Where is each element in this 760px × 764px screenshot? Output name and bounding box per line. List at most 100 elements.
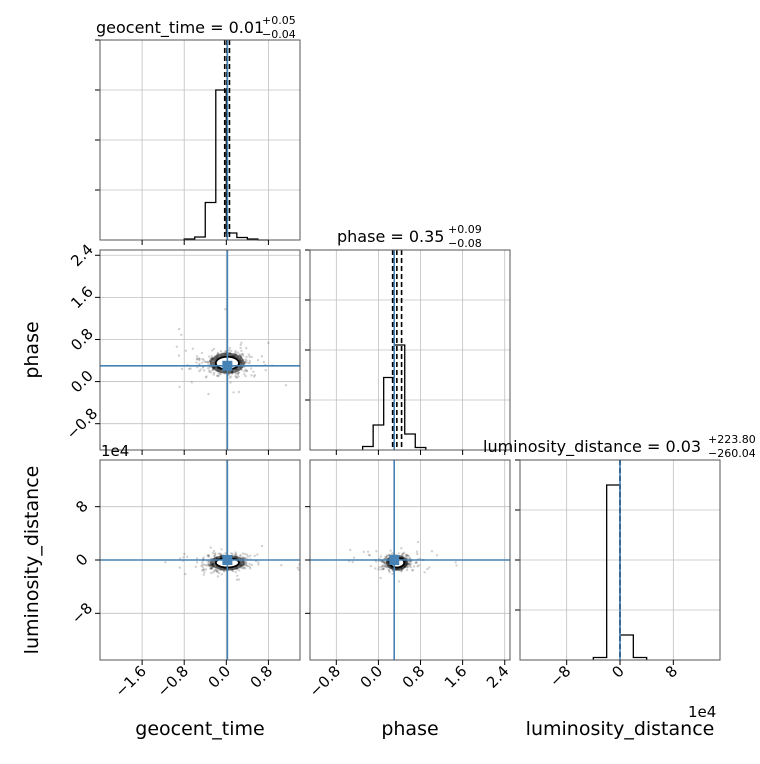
sample-point [405, 553, 409, 557]
sample-point [408, 564, 411, 568]
sample-point [208, 355, 211, 358]
sample-point [211, 552, 215, 555]
sample-point [369, 564, 372, 568]
sample-point [210, 567, 213, 570]
xlabel-geocent-time: geocent_time [135, 718, 264, 740]
sample-point [380, 565, 383, 569]
sample-point [388, 569, 391, 572]
sample-point [190, 381, 193, 384]
sample-point [245, 369, 248, 372]
sample-point [182, 556, 185, 559]
sample-point [164, 561, 167, 564]
sample-point [234, 351, 237, 354]
xtick-label-phase-0: −0.8 [306, 662, 344, 700]
sample-point [217, 552, 220, 555]
sample-point [211, 369, 214, 372]
panels-layer: −0.80.00.81.62.4−1.6 −0.8 0.0 0.8−808−0.8 0.… [63, 39, 721, 701]
sample-point [423, 571, 426, 574]
sample-point [227, 349, 231, 352]
sample-point [377, 568, 380, 571]
sample-point [383, 565, 387, 568]
sample-point [296, 566, 299, 569]
sample-point [244, 561, 247, 564]
sample-point [234, 551, 237, 554]
sample-point [236, 373, 239, 376]
sample-point [381, 564, 384, 567]
sample-point [404, 553, 407, 556]
sample-point [229, 375, 233, 378]
sample-point [384, 556, 387, 559]
sample-point [214, 568, 217, 571]
sample-point [177, 327, 181, 331]
sample-point [201, 357, 204, 361]
sample-point [406, 566, 409, 569]
sample-point [223, 570, 226, 573]
sample-point [244, 374, 247, 378]
sample-point [198, 362, 201, 366]
frame-geocent_time-geocent_time [99, 39, 301, 241]
sample-point [416, 540, 420, 544]
sample-point [242, 557, 245, 560]
sample-point [252, 375, 256, 378]
sample-point [280, 564, 283, 567]
xtick-label-luminosity_distance-0: −8 [546, 662, 574, 690]
sample-point [206, 564, 209, 567]
sample-point [195, 557, 199, 560]
sample-point [245, 355, 248, 359]
sample-point [180, 367, 184, 371]
sample-point [253, 374, 257, 377]
sample-point [206, 367, 210, 370]
sample-point [236, 574, 239, 577]
sample-point [208, 366, 212, 369]
sample-point [240, 341, 243, 344]
sample-point [212, 347, 216, 351]
sample-point [184, 572, 187, 576]
sample-point [240, 353, 244, 356]
sample-point [189, 367, 192, 370]
sample-point [201, 366, 205, 369]
sample-point [428, 566, 431, 569]
panel-geocent_time-phase: −0.80.00.81.62.4 [63, 240, 301, 455]
sample-point [257, 563, 260, 566]
sample-point [246, 555, 250, 558]
sample-point [417, 564, 421, 567]
sample-point [367, 553, 370, 557]
sample-point [406, 566, 409, 569]
sample-point [210, 567, 213, 570]
sample-point [208, 369, 211, 372]
sample-point [205, 375, 208, 378]
sample-point [351, 560, 354, 564]
sample-point [207, 361, 210, 364]
sample-point [238, 555, 242, 558]
sample-point [204, 568, 207, 571]
sample-point [213, 569, 216, 572]
sample-point [410, 562, 413, 566]
sample-point [408, 560, 412, 563]
sample-point [237, 371, 241, 374]
sample-point [200, 351, 204, 355]
sample-point [234, 552, 238, 556]
sample-point [244, 567, 247, 570]
sample-point [240, 368, 244, 372]
truth-marker-phase-luminosity_distance [389, 555, 400, 565]
sample-point [382, 565, 386, 568]
sample-point [249, 567, 252, 570]
sample-point [237, 371, 240, 374]
sample-point [455, 564, 458, 567]
title-ld-sup: +223.80 [708, 433, 756, 446]
sample-point [405, 554, 408, 557]
sample-point [194, 565, 197, 568]
sample-point [208, 560, 211, 563]
sample-point [248, 562, 251, 566]
sample-point [381, 565, 384, 568]
sample-point [213, 552, 217, 555]
sample-point [202, 568, 206, 571]
sample-point [242, 354, 245, 357]
sample-point [388, 570, 391, 574]
sample-point [262, 360, 266, 364]
sample-point [238, 353, 241, 356]
sample-point [235, 578, 239, 581]
sample-point [200, 564, 203, 568]
title-phase-sub: −0.08 [448, 237, 482, 250]
sample-point [204, 376, 208, 379]
